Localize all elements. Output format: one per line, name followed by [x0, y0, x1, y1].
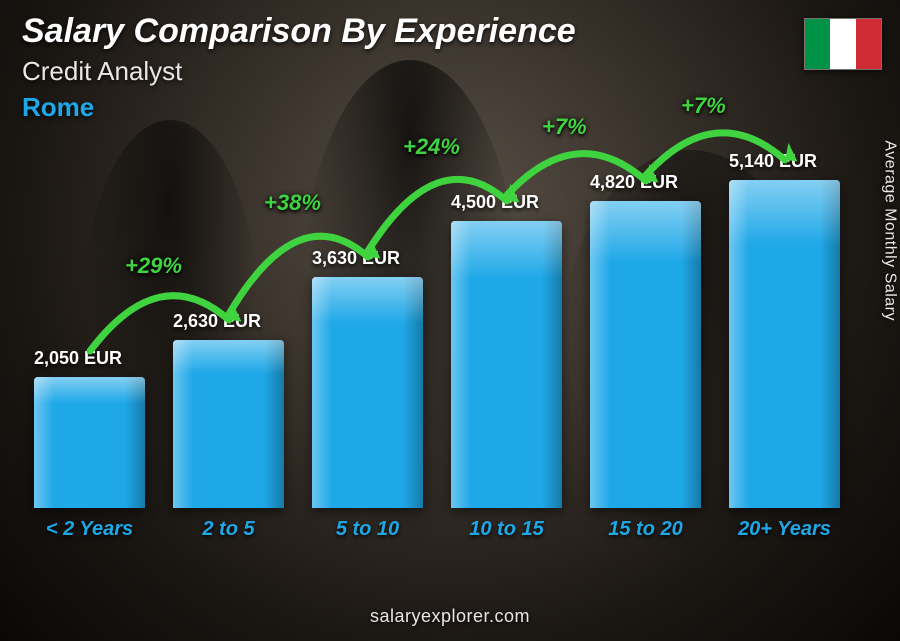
bar-slot: 4,820 EUR 15 to 20 — [590, 201, 701, 541]
footer-site: salaryexplorer.com — [0, 606, 900, 627]
bar: 4,820 EUR — [590, 201, 701, 508]
flag-stripe-red — [856, 19, 881, 69]
job-title: Credit Analyst — [22, 56, 182, 87]
bar-category-label: 20+ Years — [738, 518, 831, 541]
page-title: Salary Comparison By Experience — [22, 12, 576, 51]
growth-badge: +29% — [125, 253, 182, 279]
infographic-stage: Salary Comparison By Experience Credit A… — [0, 0, 900, 641]
bar: 2,050 EUR — [34, 377, 145, 508]
growth-badge: +7% — [681, 93, 726, 119]
city-label: Rome — [22, 92, 94, 123]
flag-stripe-white — [830, 19, 855, 69]
bar-category-label: 2 to 5 — [202, 518, 254, 541]
bar-category-label: 5 to 10 — [336, 518, 399, 541]
bar-slot: 5,140 EUR 20+ Years — [729, 180, 840, 541]
growth-badge: +38% — [264, 190, 321, 216]
bar-category-label: < 2 Years — [46, 518, 133, 541]
bar-slot: 2,050 EUR < 2 Years — [34, 377, 145, 541]
growth-badge: +7% — [542, 114, 587, 140]
bar-category-label: 15 to 20 — [608, 518, 682, 541]
y-axis-label: Average Monthly Salary — [881, 140, 899, 321]
country-flag-italy — [804, 18, 882, 70]
flag-stripe-green — [805, 19, 830, 69]
growth-badge: +24% — [403, 134, 460, 160]
bar: 5,140 EUR — [729, 180, 840, 508]
bar-category-label: 10 to 15 — [469, 518, 543, 541]
